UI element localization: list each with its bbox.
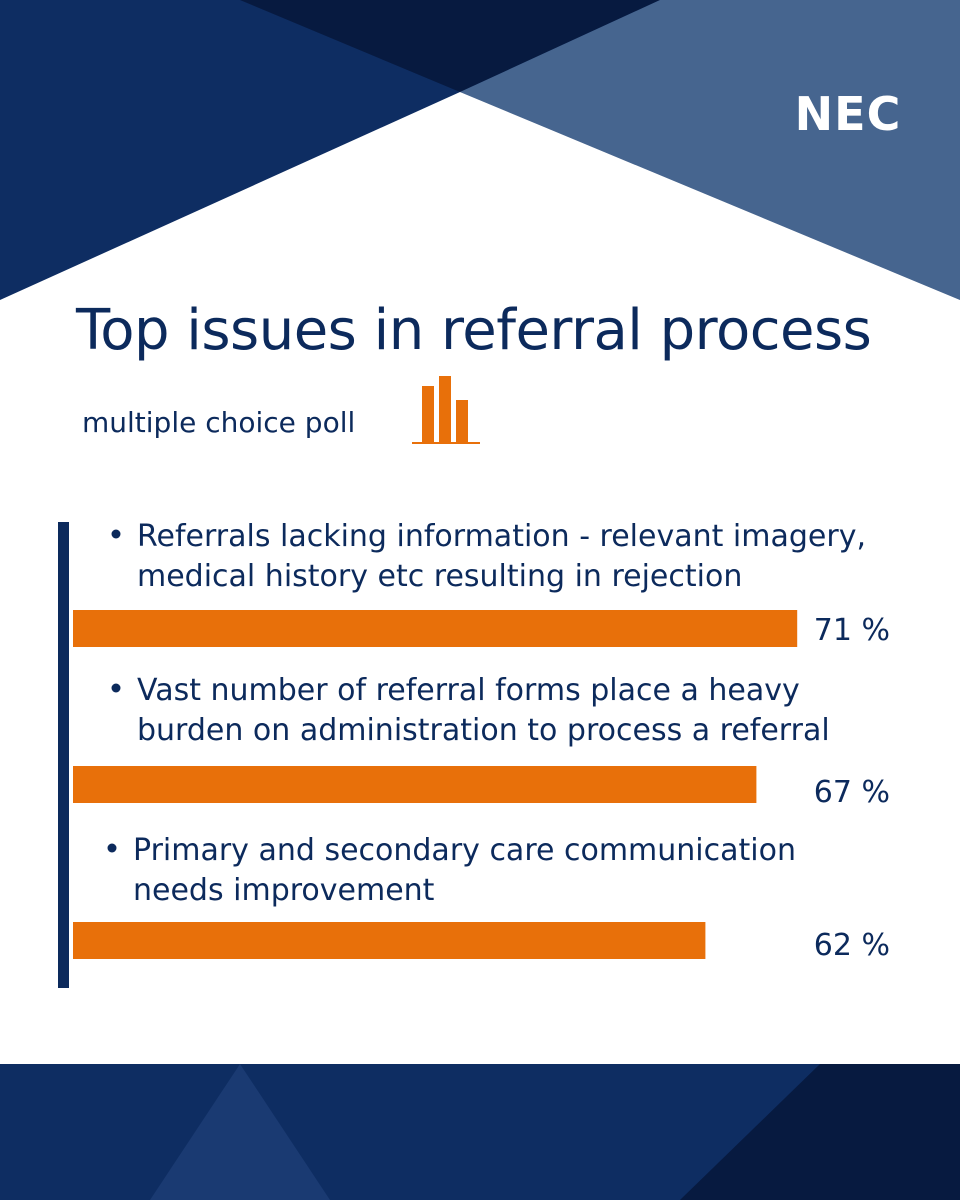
bullet-icon [111, 529, 121, 539]
result-bar [73, 922, 706, 959]
bar-chart-icon [412, 376, 480, 444]
percentage-label: 71 % [814, 613, 890, 648]
page-title: Top issues in referral process [76, 298, 872, 363]
bullet-icon [111, 683, 121, 693]
bottom-left-shade [150, 1064, 330, 1200]
issue-label-line: Referrals lacking information - relevant… [137, 519, 866, 554]
top-right-light-panel [460, 0, 960, 300]
result-bar [73, 766, 757, 803]
issue-label-line: Vast number of referral forms place a he… [137, 673, 800, 708]
logo-text: NEC [795, 87, 902, 138]
issue-label-line: needs improvement [133, 873, 435, 908]
bottom-right-shade [680, 1064, 960, 1200]
issue-label-line: medical history etc resulting in rejecti… [137, 559, 742, 594]
result-bar [73, 610, 798, 647]
issue-label-line: Primary and secondary care communication [133, 833, 796, 868]
percentage-label: 62 % [814, 928, 890, 963]
top-dark-wedge [240, 0, 660, 92]
issue-label-line: burden on administration to process a re… [137, 713, 830, 748]
bullet-icon [107, 843, 117, 853]
percentage-label: 67 % [814, 775, 890, 810]
nec-logo: NEC [795, 87, 902, 138]
vertical-accent-bar [58, 522, 69, 988]
poll-subtitle: multiple choice poll [82, 406, 356, 439]
